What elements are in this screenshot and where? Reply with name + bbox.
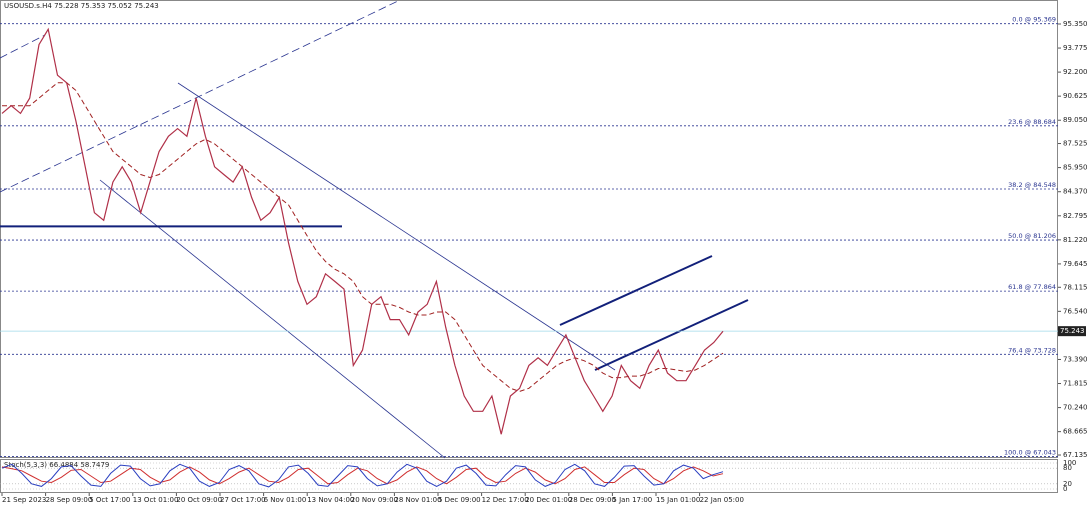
channel-line — [177, 82, 616, 371]
stoch-tick-label: 100 — [1063, 459, 1076, 467]
stoch-d — [1, 466, 724, 485]
x-tick-label: 15 Jan 01:00 — [656, 496, 700, 504]
last-price-box — [1058, 326, 1086, 337]
y-tick-label: 95.350 — [1063, 20, 1088, 28]
y-tick-label: 82.795 — [1063, 212, 1088, 220]
x-tick-label: 27 Oct 17:00 — [220, 496, 266, 504]
last-price-label: 75.243 — [1060, 327, 1085, 335]
stoch-tick-label: 0 — [1063, 485, 1067, 493]
x-tick-label: 5 Oct 17:00 — [89, 496, 130, 504]
stoch-tick-label: 80 — [1063, 464, 1072, 472]
x-tick-label: 6 Nov 01:00 — [264, 496, 307, 504]
y-tick-label: 90.625 — [1063, 92, 1088, 100]
y-tick-label: 87.525 — [1063, 140, 1088, 148]
x-tick-label: 21 Sep 2023 — [2, 496, 46, 504]
x-tick-label: 28 Sep 09:00 — [46, 496, 93, 504]
x-tick-label: 12 Dec 17:00 — [482, 496, 529, 504]
chart-title: USOUSD.s.H4 75.228 75.353 75.052 75.243 — [4, 2, 159, 10]
main-frame — [0, 0, 1058, 458]
y-tick-label: 73.390 — [1063, 355, 1088, 363]
y-tick-label: 93.775 — [1063, 44, 1088, 52]
fib-label: 0.0 @ 95.369 — [1012, 16, 1056, 24]
y-tick-label: 67.135 — [1063, 451, 1088, 459]
fib-label: 61.8 @ 77.864 — [1008, 283, 1056, 291]
price-line — [1, 27, 724, 435]
x-tick-label: 5 Dec 09:00 — [438, 496, 481, 504]
y-tick-label: 70.240 — [1063, 404, 1088, 412]
trend-line — [0, 34, 46, 59]
fib-label: 76.4 @ 73.728 — [1008, 346, 1056, 354]
channel-line — [594, 299, 749, 371]
drawings — [0, 0, 749, 459]
y-tick-label: 78.115 — [1063, 283, 1088, 291]
fib-label: 23.6 @ 88.684 — [1008, 118, 1056, 126]
x-tick-label: 13 Oct 01:00 — [133, 496, 179, 504]
fib-label: 50.0 @ 81.206 — [1008, 232, 1056, 240]
y-tick-label: 79.645 — [1063, 260, 1088, 268]
x-tick-label: 13 Nov 04:00 — [307, 496, 354, 504]
x-tick-label: 22 Jan 05:00 — [700, 496, 744, 504]
stoch-label: Stoch(5,3,3) 66.4884 58.7479 — [4, 461, 109, 469]
x-tick-label: 28 Dec 09:00 — [569, 496, 616, 504]
stoch-tick-label: 20 — [1063, 480, 1072, 488]
y-tick-label: 89.050 — [1063, 116, 1088, 124]
fib-label: 38.2 @ 84.548 — [1008, 181, 1056, 189]
x-tick-label: 20 Nov 09:00 — [351, 496, 398, 504]
fib-label: 100.0 @ 67.043 — [1004, 448, 1056, 456]
y-tick-label: 85.950 — [1063, 164, 1088, 172]
stoch-k — [1, 463, 724, 488]
x-tick-label: 28 Nov 01:00 — [394, 496, 441, 504]
channel-line — [559, 255, 713, 326]
x-tick-label: 20 Oct 09:00 — [176, 496, 222, 504]
x-tick-label: 20 Dec 01:00 — [525, 496, 572, 504]
y-tick-label: 84.370 — [1063, 188, 1088, 196]
y-tick-label: 81.220 — [1063, 236, 1088, 244]
y-tick-label: 76.540 — [1063, 307, 1088, 315]
y-tick-label: 92.200 — [1063, 68, 1088, 76]
trend-line — [0, 0, 401, 193]
y-tick-label: 68.665 — [1063, 428, 1088, 436]
moving-average — [2, 82, 724, 392]
stoch-frame — [0, 459, 1058, 493]
x-tick-label: 5 Jan 17:00 — [612, 496, 652, 504]
y-tick-label: 71.815 — [1063, 380, 1088, 388]
